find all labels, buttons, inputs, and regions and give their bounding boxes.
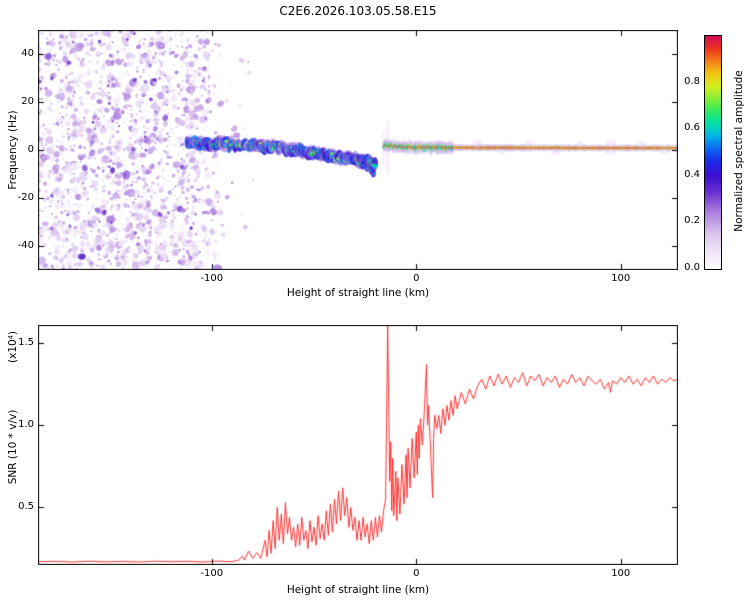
snr-x-tick-label: 100	[611, 568, 631, 579]
colorbar-gradient	[704, 35, 722, 270]
spectrogram-x-tick-label: 0	[413, 273, 420, 284]
spectrogram-x-axis-label: Height of straight line (km)	[286, 287, 430, 299]
figure-title: C2E6.2026.103.05.58.E15	[279, 4, 437, 18]
spectrogram-y-axis-label: Frequency (Hz)	[7, 110, 19, 190]
snr-x-tick-label: 0	[413, 568, 420, 579]
spectrogram-y-tick-label: 20	[21, 96, 34, 107]
snr-y-axis-label: SNR (10 * v/v)	[7, 409, 19, 485]
spectrogram-x-tick-label: 100	[611, 273, 631, 284]
snr-y-scale-label: (x10⁴)	[7, 331, 19, 363]
spectrogram-x-tick-label: -100	[200, 273, 224, 284]
snr-x-axis-label: Height of straight line (km)	[286, 584, 430, 596]
spectrogram-heatmap	[38, 30, 678, 270]
snr-line-plot	[38, 325, 678, 565]
spectrogram-y-tick-label: -20	[17, 192, 34, 203]
snr-y-tick-label: 0.5	[18, 501, 34, 513]
colorbar-label: Normalized spectral amplitude	[733, 70, 745, 232]
spectrogram-y-tick-label: 40	[21, 48, 34, 59]
snr-x-tick-label: -100	[200, 568, 224, 579]
spectrogram-y-tick-label: -40	[17, 240, 34, 251]
